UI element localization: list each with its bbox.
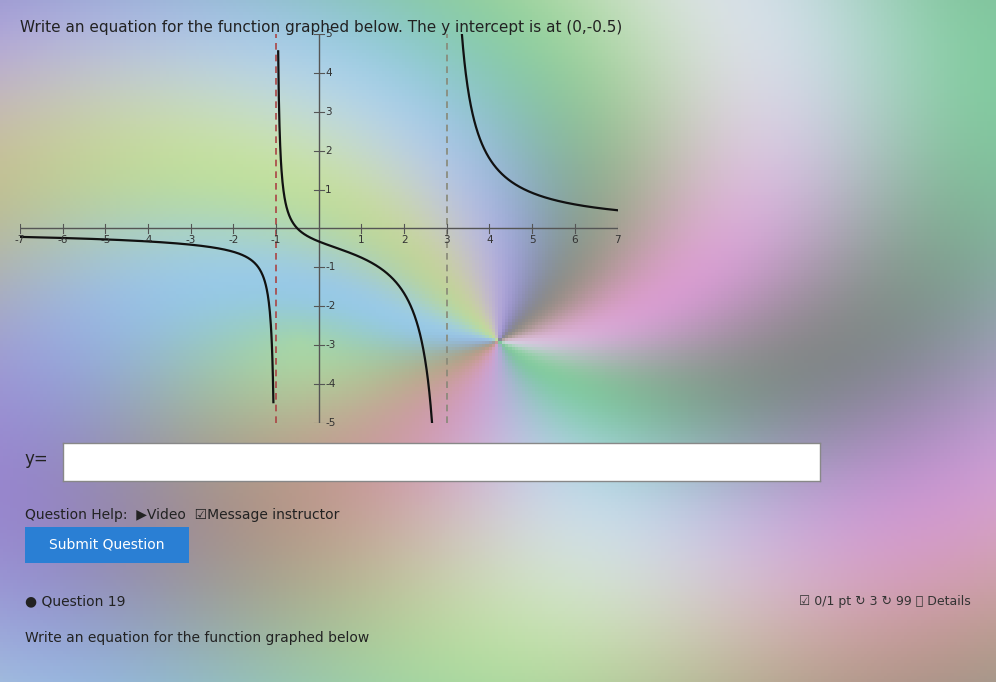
Text: 2: 2 [400,235,407,246]
Text: 2: 2 [325,146,332,155]
Text: 1: 1 [359,235,365,246]
Text: 6: 6 [572,235,578,246]
Text: Write an equation for the function graphed below. The y intercept is at (0,-0.5): Write an equation for the function graph… [20,20,622,35]
Text: Question Help:  ▶Video  ☑Message instructor: Question Help: ▶Video ☑Message instructo… [25,508,340,522]
Text: -1: -1 [325,263,336,272]
Text: 4: 4 [325,68,332,78]
Text: ☑ 0/1 pt ↻ 3 ↻ 99 ⓘ Details: ☑ 0/1 pt ↻ 3 ↻ 99 ⓘ Details [800,595,971,608]
Text: 1: 1 [325,185,332,194]
Text: -5: -5 [101,235,111,246]
Text: 4: 4 [486,235,493,246]
Text: -5: -5 [325,418,336,428]
Text: -2: -2 [325,301,336,311]
Text: -3: -3 [185,235,196,246]
Text: -3: -3 [325,340,336,350]
Text: 3: 3 [443,235,450,246]
Text: ● Question 19: ● Question 19 [25,595,125,609]
Text: -1: -1 [271,235,281,246]
Text: -4: -4 [142,235,153,246]
Text: -4: -4 [325,379,336,389]
Text: -6: -6 [58,235,68,246]
Text: -2: -2 [228,235,238,246]
Text: Submit Question: Submit Question [50,538,164,552]
Text: 7: 7 [615,235,621,246]
Text: y=: y= [25,449,49,468]
Text: 5: 5 [529,235,536,246]
Text: -7: -7 [15,235,25,246]
Text: 3: 3 [325,107,332,117]
Text: Write an equation for the function graphed below: Write an equation for the function graph… [25,631,370,645]
Text: 5: 5 [325,29,332,39]
